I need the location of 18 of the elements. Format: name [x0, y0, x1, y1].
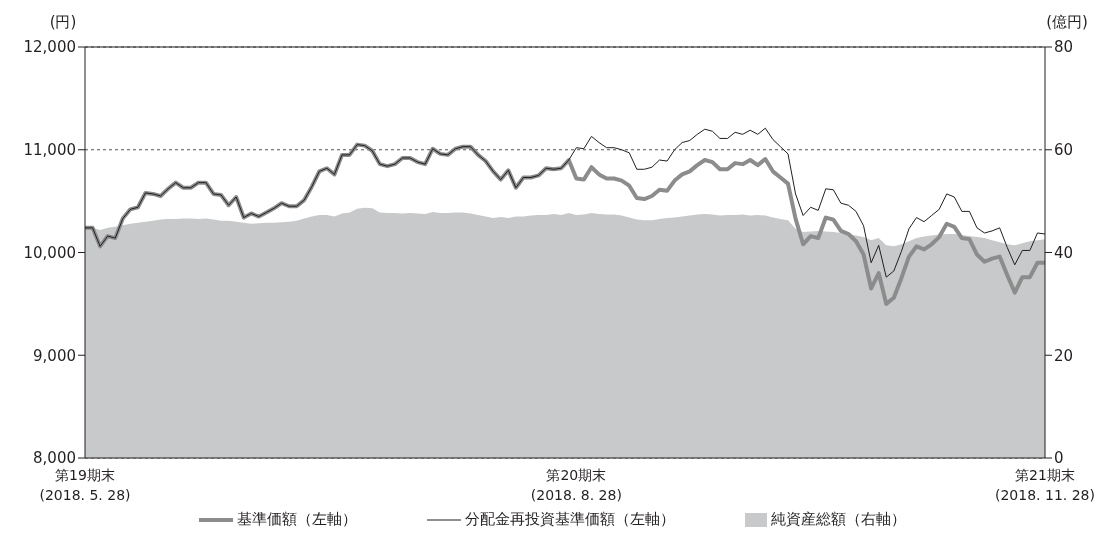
y2-tick-label: 20: [1054, 346, 1074, 365]
y2-tick-label: 60: [1054, 141, 1074, 160]
y-axis-title: (円): [49, 13, 77, 31]
y-tick-label: 10,000: [23, 243, 76, 262]
legend-label: 分配金再投資基準価額（左軸）: [465, 510, 675, 529]
y2-tick-label: 40: [1054, 243, 1074, 262]
x-tick-label: 第20期末 (2018. 8. 28): [530, 467, 622, 503]
legend-label: 基準価額（左軸）: [237, 510, 357, 529]
y2-tick-label: 0: [1054, 449, 1064, 468]
y-tick-label: 8,000: [33, 449, 76, 468]
legend-label: 純資産総額（右軸）: [771, 510, 906, 529]
y-tick-label: 11,000: [23, 141, 76, 160]
x-tick-label: 第19期末 (2018. 5. 28): [39, 467, 131, 503]
x-tick-label: 第21期末 (2018. 11. 28): [995, 467, 1095, 503]
y-tick-label: 9,000: [33, 346, 76, 365]
y2-axis-title: (億円): [1046, 13, 1088, 31]
y2-tick-label: 80: [1054, 38, 1074, 57]
y-tick-label: 12,000: [23, 38, 76, 57]
